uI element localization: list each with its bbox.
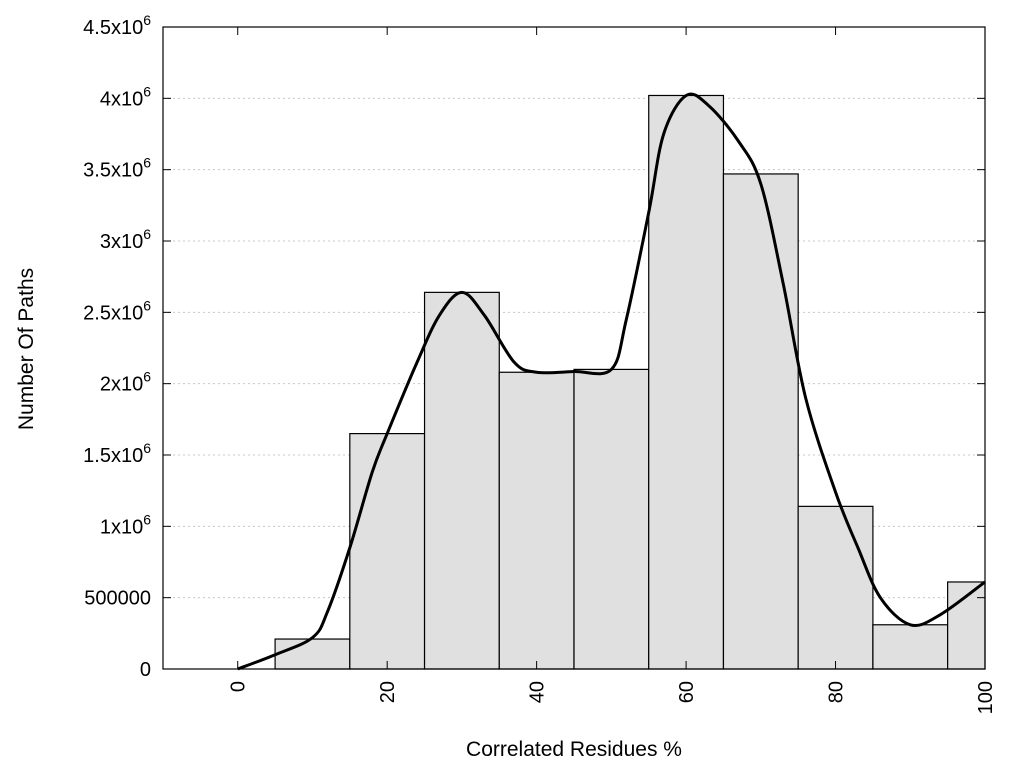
bars bbox=[274, 94, 986, 670]
plot-frame bbox=[162, 26, 986, 670]
x-tick-label-2: 40 bbox=[527, 681, 549, 703]
y-tick-label-5: 2.5x106 bbox=[83, 297, 151, 324]
bar-3 bbox=[423, 291, 500, 670]
x-tick-label-3: 60 bbox=[676, 681, 698, 703]
y-tick-label-6: 3x106 bbox=[100, 226, 151, 253]
y-tick-label-3: 1.5x106 bbox=[83, 440, 151, 467]
y-axis-label: Number Of Paths bbox=[15, 268, 38, 430]
bar-4 bbox=[498, 371, 575, 670]
density-curve bbox=[237, 92, 986, 671]
bar-5 bbox=[573, 368, 650, 670]
x-axis-label: Correlated Residues % bbox=[466, 738, 682, 761]
x-tick-label-5: 100 bbox=[975, 681, 997, 714]
y-tick-label-1: 500000 bbox=[84, 588, 151, 610]
bar-9 bbox=[872, 624, 949, 670]
x-axis: 0 20 40 60 80 100 bbox=[228, 27, 997, 714]
y-tick-label-8: 4x106 bbox=[100, 83, 151, 110]
y-tick-label-4: 2x106 bbox=[100, 369, 151, 396]
x-tick-label-1: 20 bbox=[377, 681, 399, 703]
bar-2 bbox=[349, 433, 426, 670]
bar-6 bbox=[648, 94, 725, 670]
x-tick-label-4: 80 bbox=[826, 681, 848, 703]
y-tick-label-9: 4.5x106 bbox=[83, 12, 151, 39]
y-tick-label-2: 1x106 bbox=[100, 511, 151, 538]
bar-1 bbox=[274, 638, 351, 670]
bar-8 bbox=[797, 505, 874, 670]
y-tick-label-7: 3.5x106 bbox=[83, 155, 151, 182]
x-tick-label-0: 0 bbox=[228, 681, 250, 692]
y-axis: 0 500000 1x106 1.5x106 2x106 2.5x106 3x106 3.5x… bbox=[83, 12, 985, 681]
y-tick-label-0: 0 bbox=[140, 659, 151, 681]
bar-7 bbox=[722, 173, 799, 670]
